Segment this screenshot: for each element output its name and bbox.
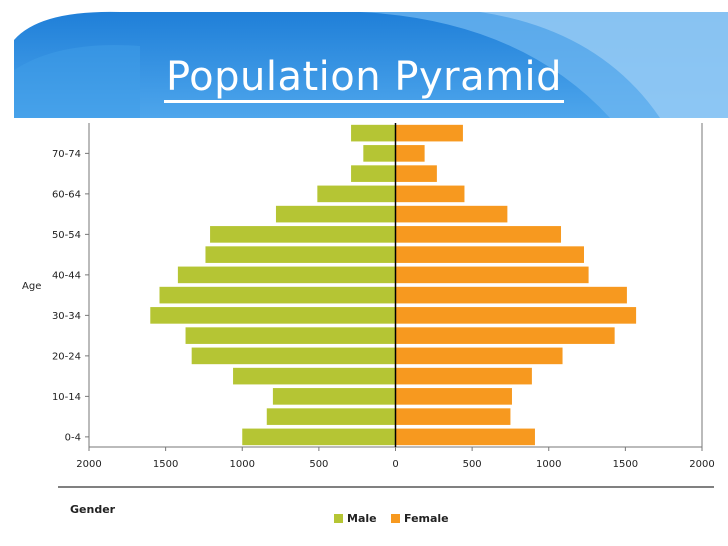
y-tick-label: 30-34 <box>52 311 81 322</box>
x-tick-label: 2000 <box>689 459 714 470</box>
x-axis-title: Gender <box>70 503 116 516</box>
bar-male-30-34 <box>150 307 396 324</box>
bar-female-75+ <box>395 124 463 142</box>
bar-female-45-49 <box>395 246 584 263</box>
y-tick-label: 50-54 <box>52 230 81 241</box>
bar-female-35-39 <box>395 286 627 304</box>
axes-layer: 2000 1500 1000 500 0 500 1000 1500 2000 0-4 10-14 2… <box>52 123 715 470</box>
x-tick-label: 2000 <box>76 459 101 470</box>
y-tick-label: 40-44 <box>52 270 81 281</box>
bars-layer <box>150 124 637 446</box>
y-axis-title: Age <box>22 281 41 292</box>
bar-female-5-9 <box>395 408 511 425</box>
y-tick-label: 60-64 <box>52 189 81 200</box>
bar-male-0-4 <box>242 428 396 446</box>
bar-female-70-74 <box>395 145 425 162</box>
x-tick-label: 1500 <box>613 459 638 470</box>
x-tick-label: 500 <box>309 459 328 470</box>
bar-female-50-54 <box>395 226 562 243</box>
slide-title-text: Population Pyramid <box>163 54 565 103</box>
bar-female-25-29 <box>395 327 615 344</box>
y-tick-label: 10-14 <box>52 392 81 403</box>
legend-swatch-male <box>334 514 343 523</box>
y-tick-label: 20-24 <box>52 351 81 362</box>
bar-male-20-24 <box>191 347 396 365</box>
bar-female-40-44 <box>395 266 589 284</box>
bar-male-15-19 <box>233 367 396 385</box>
slide-title: Population Pyramid <box>0 54 728 103</box>
bar-female-15-19 <box>395 367 532 385</box>
bar-male-60-64 <box>317 185 396 203</box>
bar-female-30-34 <box>395 307 637 324</box>
x-tick-label: 1000 <box>230 459 255 470</box>
legend-swatch-female <box>391 514 400 523</box>
bar-female-0-4 <box>395 428 535 446</box>
bar-male-25-29 <box>185 327 396 344</box>
bar-male-50-54 <box>210 226 396 243</box>
x-tick-label: 500 <box>463 459 482 470</box>
bar-male-35-39 <box>159 286 396 304</box>
bar-male-5-9 <box>266 408 396 425</box>
legend-label-female: Female <box>404 512 449 525</box>
x-tick-label: 0 <box>392 459 398 470</box>
legend: Male Female <box>334 512 449 525</box>
x-tick-label: 1000 <box>536 459 561 470</box>
bar-male-45-49 <box>205 246 396 263</box>
bar-female-10-14 <box>395 388 512 405</box>
x-tick-label: 1500 <box>153 459 178 470</box>
legend-label-male: Male <box>347 512 377 525</box>
bar-female-20-24 <box>395 347 563 365</box>
bar-male-65-69 <box>351 165 396 182</box>
bar-male-70-74 <box>363 145 396 162</box>
bar-male-40-44 <box>177 266 396 284</box>
title-banner <box>0 0 728 118</box>
bar-male-10-14 <box>272 388 396 405</box>
bar-male-75+ <box>351 124 396 142</box>
bar-male-55-59 <box>275 205 396 223</box>
y-tick-label: 0-4 <box>65 432 81 443</box>
bar-female-65-69 <box>395 165 437 182</box>
y-tick-label: 70-74 <box>52 149 81 160</box>
bar-female-55-59 <box>395 205 508 223</box>
bar-female-60-64 <box>395 185 465 203</box>
